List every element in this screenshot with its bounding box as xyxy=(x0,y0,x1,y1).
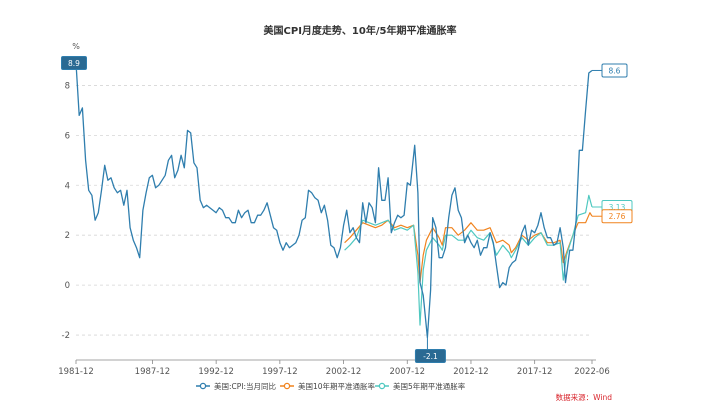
legend-swatch-dot-0 xyxy=(199,382,207,390)
y-tick-4: 4 xyxy=(65,181,70,191)
grid-lines xyxy=(76,85,592,336)
y-tick--2: -2 xyxy=(62,331,70,341)
callout-label-3: 3.13 xyxy=(609,203,626,212)
callout-label-1: -2.1 xyxy=(423,352,438,361)
series-line-0 xyxy=(75,62,593,339)
x-tick-2012-12: 2012-12 xyxy=(453,367,489,377)
legend-swatch-dot-2 xyxy=(378,382,386,390)
y-tick-6: 6 xyxy=(65,131,70,141)
callout-label-0: 8.9 xyxy=(68,59,80,68)
callout-box-2 xyxy=(601,63,628,78)
callout-label-4: 2.76 xyxy=(609,212,626,221)
legend-swatch-dot-1 xyxy=(283,382,291,390)
callout-label-2: 8.6 xyxy=(609,66,621,75)
x-tick-1997-12: 1997-12 xyxy=(262,367,298,377)
x-tick-2022-06: 2022-06 xyxy=(574,367,610,377)
chart-title: 美国CPI月度走势、10年/5年期平准通胀率 xyxy=(264,24,457,37)
source-note: 数据来源：Wind xyxy=(556,392,613,402)
y-axis-unit: % xyxy=(72,42,80,51)
legend-label-1: 美国10年期平准通胀率 xyxy=(298,381,376,391)
x-tick-2002-12: 2002-12 xyxy=(326,367,362,377)
series-lines xyxy=(75,62,593,339)
callout-box-4 xyxy=(601,209,633,224)
x-axis: 1981-12 1987-12 1992-12 1997-12 2002-12 2007-… xyxy=(58,359,610,377)
legend: 美国:CPI:当月同比 美国10年期平准通胀率 美国5年期平准通胀率 xyxy=(196,381,466,391)
y-tick-2: 2 xyxy=(65,231,70,241)
callout-box-1 xyxy=(414,349,446,364)
y-tick-8: 8 xyxy=(65,81,70,91)
y-axis: -2 0 2 4 6 8 xyxy=(62,81,70,341)
y-tick-0: 0 xyxy=(65,281,70,291)
legend-label-0: 美国:CPI:当月同比 xyxy=(214,381,277,391)
x-tick-2017-12: 2017-12 xyxy=(517,367,553,377)
callout-box-0 xyxy=(61,55,87,70)
legend-label-2: 美国5年期平准通胀率 xyxy=(393,381,466,391)
x-tick-1992-12: 1992-12 xyxy=(198,367,234,377)
value-callouts: 8.9 -2.1 8.6 3.132.76 xyxy=(61,55,633,364)
series-line-2 xyxy=(344,194,593,326)
x-tick-2007-12: 2007-12 xyxy=(390,367,426,377)
x-tick-1981-12: 1981-12 xyxy=(58,367,94,377)
x-tick-1987-12: 1987-12 xyxy=(135,367,171,377)
